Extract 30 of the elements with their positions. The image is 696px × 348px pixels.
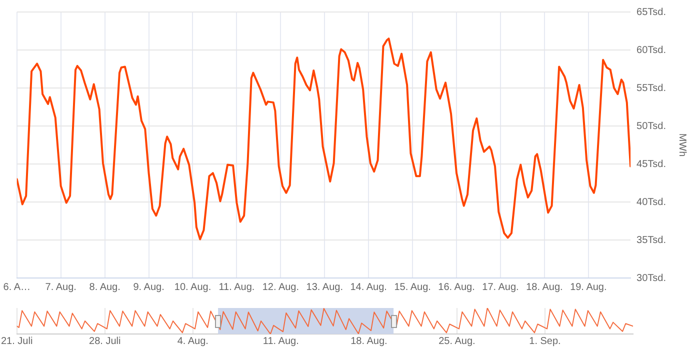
x-tick-label: 10. Aug. <box>174 282 212 293</box>
x-tick-label: 15. Aug. <box>394 282 431 293</box>
x-tick-label: 12. Aug. <box>262 282 300 293</box>
y-tick-label: 40Tsd. <box>636 196 666 208</box>
x-tick-label: 6. A… <box>3 282 31 293</box>
x-tick-label: 4. Aug. <box>177 336 208 347</box>
x-tick-label: 18. Aug. <box>526 282 563 293</box>
y-tick-label: 60Tsd. <box>636 44 666 56</box>
x-tick-label: 21. Juli <box>1 336 33 347</box>
x-tick-label: 28. Juli <box>89 336 121 347</box>
y-tick-label: 45Tsd. <box>636 158 666 170</box>
x-tick-label: 11. Aug. <box>262 336 299 347</box>
x-tick-label: 8. Aug. <box>89 282 120 293</box>
x-tick-label: 18. Aug. <box>350 336 388 347</box>
x-tick-label: 17. Aug. <box>482 282 519 293</box>
x-tick-label: 16. Aug. <box>438 282 475 293</box>
x-tick-label: 25. Aug. <box>438 336 476 347</box>
y-tick-label: 35Tsd. <box>636 234 666 246</box>
x-tick-label: 1. Sep. <box>529 336 561 347</box>
x-tick-label: 11. Aug. <box>218 282 255 293</box>
x-tick-label: 14. Aug. <box>350 282 387 293</box>
y-axis-title: MWh <box>676 133 688 157</box>
y-tick-label: 30Tsd. <box>636 272 666 284</box>
y-tick-label: 65Tsd. <box>636 6 666 18</box>
x-tick-label: 13. Aug. <box>306 282 343 293</box>
y-tick-label: 55Tsd. <box>636 82 666 94</box>
x-tick-label: 9. Aug. <box>133 282 164 293</box>
y-tick-label: 50Tsd. <box>636 120 666 132</box>
x-tick-label: 19. Aug. <box>570 282 607 293</box>
x-tick-label: 7. Aug. <box>45 282 76 293</box>
